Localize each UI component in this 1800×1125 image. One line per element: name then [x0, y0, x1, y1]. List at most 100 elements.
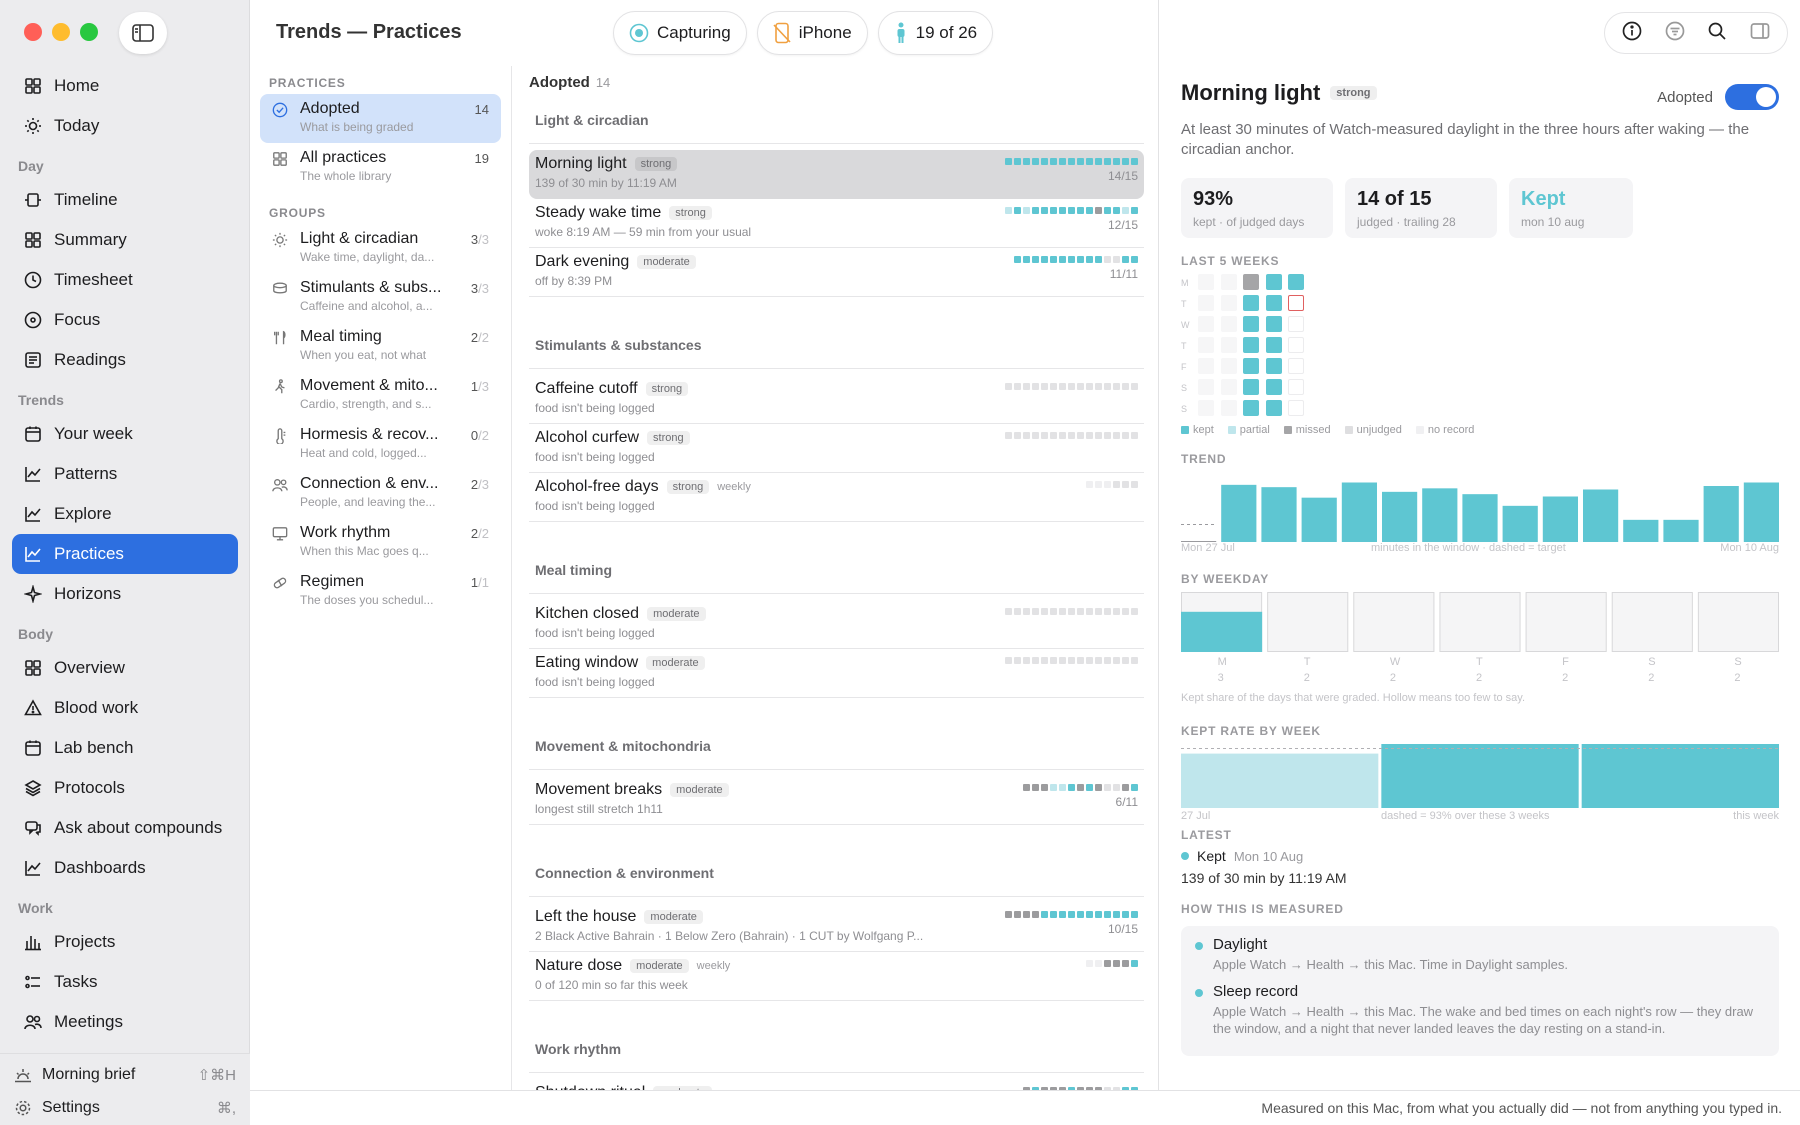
week-day-cell[interactable] — [1198, 337, 1214, 353]
practice-filter-item[interactable]: Work rhythm When this Mac goes q... 2/2 — [260, 518, 501, 567]
practice-row[interactable]: Alcohol curfew strong food isn't being log… — [529, 424, 1144, 473]
practice-row[interactable]: Eating window moderate food isn't being lo… — [529, 649, 1144, 698]
week-day-cell[interactable] — [1243, 400, 1259, 416]
week-day-cell[interactable] — [1220, 316, 1237, 332]
week-day-cell[interactable] — [1220, 295, 1237, 311]
week-day-cell[interactable] — [1265, 400, 1282, 416]
week-day-cell[interactable] — [1288, 379, 1304, 395]
week-day-cell[interactable] — [1198, 274, 1214, 290]
strength-badge: strong — [1330, 86, 1377, 100]
practice-row[interactable]: Dark evening moderate off by 8:39 PM 11/11 — [529, 248, 1144, 297]
sidebar-item-blood-work[interactable]: Blood work — [12, 688, 238, 728]
sidebar-item-projects[interactable]: Projects — [12, 922, 238, 962]
week-day-cell[interactable] — [1220, 274, 1237, 290]
layers-icon — [24, 780, 42, 797]
sidebar-item-horizons[interactable]: Horizons — [12, 574, 238, 614]
close-window-button[interactable] — [24, 23, 42, 41]
week-day-cell[interactable] — [1198, 358, 1214, 374]
sidebar-item-readings[interactable]: Readings — [12, 340, 238, 380]
practice-filter-item[interactable]: All practices The whole library 19 — [260, 143, 501, 192]
week-day-cell[interactable] — [1220, 337, 1237, 353]
filter-button[interactable] — [1665, 21, 1685, 46]
practice-filter-item[interactable]: Adopted What is being graded 14 — [260, 94, 501, 143]
week-day-cell[interactable] — [1198, 316, 1214, 332]
sidebar-item-patterns[interactable]: Patterns — [12, 454, 238, 494]
practice-row[interactable]: Caffeine cutoff strong food isn't being lo… — [529, 375, 1144, 424]
day-dot — [1005, 911, 1012, 918]
sidebar-item-today[interactable]: Today — [12, 106, 238, 146]
sidebar-item-explore[interactable]: Explore — [12, 494, 238, 534]
week-day-cell[interactable] — [1198, 295, 1214, 311]
practice-row[interactable]: Alcohol-free days strong weekly food isn't … — [529, 473, 1144, 522]
sidebar-item-lab-bench[interactable]: Lab bench — [12, 728, 238, 768]
week-day-cell[interactable] — [1288, 358, 1304, 374]
sidebar-item-ask-about-compounds[interactable]: Ask about compounds — [12, 808, 238, 848]
practice-row[interactable]: Morning light strong 139 of 30 min by 11:1… — [529, 150, 1144, 199]
practice-filter-item[interactable]: Regimen The doses you schedul... 1/1 — [260, 567, 501, 616]
week-day-cell[interactable] — [1198, 379, 1214, 395]
search-button[interactable] — [1707, 21, 1727, 46]
week-day-cell[interactable] — [1288, 295, 1304, 311]
week-day-cell[interactable] — [1243, 316, 1259, 332]
day-dot — [1032, 608, 1039, 615]
day-dot — [1095, 608, 1102, 615]
sidebar-item-meetings[interactable]: Meetings — [12, 1002, 238, 1042]
week-day-cell[interactable] — [1265, 295, 1282, 311]
week-day-cell[interactable] — [1198, 400, 1214, 416]
practice-row[interactable]: Left the house moderate 2 Black Active Bah… — [529, 903, 1144, 952]
practice-filter-item[interactable]: Meal timing When you eat, not what 2/2 — [260, 322, 501, 371]
pill-iphone[interactable]: iPhone — [756, 11, 868, 55]
week-day-cell[interactable] — [1243, 295, 1259, 311]
practice-row[interactable]: Steady wake time strong woke 8:19 AM — 59 … — [529, 199, 1144, 248]
week-day-cell[interactable] — [1243, 358, 1259, 374]
sidebar-item-timesheet[interactable]: Timesheet — [12, 260, 238, 300]
week-day-cell[interactable] — [1288, 400, 1304, 416]
sidebar-item-protocols[interactable]: Protocols — [12, 768, 238, 808]
practice-filter-item[interactable]: Hormesis & recov... Heat and cold, logged… — [260, 420, 501, 469]
minimize-window-button[interactable] — [52, 23, 70, 41]
adopted-toggle[interactable] — [1725, 84, 1779, 110]
day-dot — [1104, 383, 1111, 390]
week-day-cell[interactable] — [1265, 358, 1282, 374]
sidebar-item-tasks[interactable]: Tasks — [12, 962, 238, 1002]
sidebar-item-focus[interactable]: Focus — [12, 300, 238, 340]
week-day-cell[interactable] — [1220, 400, 1237, 416]
sidebar-item-practices[interactable]: Practices — [12, 534, 238, 574]
week-day-cell[interactable] — [1243, 274, 1259, 290]
sidebar-item-dashboards[interactable]: Dashboards — [12, 848, 238, 888]
week-day-cell[interactable] — [1288, 337, 1304, 353]
week-day-cell[interactable] — [1288, 274, 1304, 290]
practice-row[interactable]: Shutdown ritualmoderateon until 8:39 PM … — [529, 1079, 1144, 1090]
week-day-cell[interactable] — [1265, 337, 1282, 353]
sidebar-item-your-week[interactable]: Your week — [12, 414, 238, 454]
week-day-cell[interactable] — [1265, 379, 1282, 395]
info-button[interactable] — [1622, 21, 1642, 46]
week-day-cell[interactable] — [1265, 316, 1282, 332]
zoom-window-button[interactable] — [80, 23, 98, 41]
practice-filter-item[interactable]: Stimulants & subs... Caffeine and alcohol… — [260, 273, 501, 322]
day-dot — [1095, 784, 1102, 791]
practice-row[interactable]: Nature dose moderate weekly 0 of 120 min so… — [529, 952, 1144, 1001]
week-day-cell[interactable] — [1288, 316, 1304, 332]
week-day-cell[interactable] — [1220, 379, 1237, 395]
footer-item-settings[interactable]: Settings ⌘, — [14, 1091, 236, 1124]
practice-filter-item[interactable]: Light & circadian Wake time, daylight, da… — [260, 224, 501, 273]
practice-row[interactable]: Movement breaks moderate longest still str… — [529, 776, 1144, 825]
practice-row[interactable]: Kitchen closed moderate food isn't being l… — [529, 600, 1144, 649]
practice-filter-item[interactable]: Movement & mito... Cardio, strength, and … — [260, 371, 501, 420]
week-day-cell[interactable] — [1243, 379, 1259, 395]
sidebar-item-summary[interactable]: Summary — [12, 220, 238, 260]
sidebar-item-overview[interactable]: Overview — [12, 648, 238, 688]
week-day-cell[interactable] — [1220, 358, 1237, 374]
sidebar-item-home[interactable]: Home — [12, 66, 238, 106]
practice-filter-item[interactable]: Connection & env... People, and leaving t… — [260, 469, 501, 518]
sidebar-item-timeline[interactable]: Timeline — [12, 180, 238, 220]
day-dot — [1077, 207, 1084, 214]
sidebar-toggle-button[interactable] — [119, 12, 167, 54]
inspector-toggle-button[interactable] — [1750, 21, 1770, 46]
footer-item-morning-brief[interactable]: Morning brief ⇧⌘H — [14, 1058, 236, 1091]
week-day-cell[interactable] — [1243, 337, 1259, 353]
week-day-cell[interactable] — [1265, 274, 1282, 290]
pill-capturing[interactable]: Capturing — [613, 11, 747, 55]
pill-19-of-26[interactable]: 19 of 26 — [877, 11, 994, 55]
